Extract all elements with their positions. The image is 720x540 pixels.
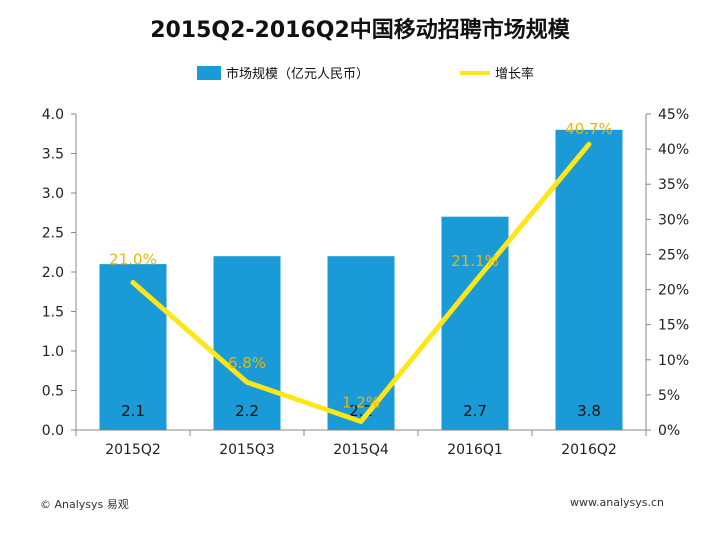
left-tick-label: 0.5 (42, 384, 64, 400)
legend-bar-swatch (197, 66, 221, 80)
growth-value-label: 40.7% (565, 120, 613, 138)
legend-bar-label: 市场规模（亿元人民币） (226, 66, 369, 82)
right-tick-label: 10% (658, 353, 689, 369)
legend-line-label: 增长率 (495, 66, 534, 82)
bar-value-label: 3.8 (577, 402, 601, 420)
x-tick-label: 2015Q2 (105, 442, 161, 458)
growth-value-label: 1.2% (342, 394, 380, 412)
left-tick-label: 3.5 (42, 147, 64, 163)
axes: 0.0 0.5 1.0 1.5 2.0 2.5 3.0 3.5 4.0 0% 5% 10% 15% 20%… (42, 107, 689, 458)
legend: 市场规模（亿元人民币） 增长率 (197, 66, 534, 82)
left-tick-label: 4.0 (42, 107, 64, 123)
bar (99, 264, 167, 430)
left-tick-label: 1.0 (42, 344, 64, 360)
right-tick-label: 25% (658, 247, 689, 263)
growth-value-label: 21.0% (109, 251, 157, 269)
left-tick-label: 2.0 (42, 265, 64, 281)
left-tick-label: 0.0 (42, 423, 64, 439)
footer-copyright: © Analysys 易观 (40, 498, 129, 511)
right-tick-label: 20% (658, 283, 689, 299)
bar (327, 256, 395, 430)
bar (213, 256, 281, 430)
growth-value-label: 6.8% (228, 354, 266, 372)
bar (555, 129, 623, 431)
x-tick-label: 2015Q3 (219, 442, 275, 458)
left-tick-label: 3.0 (42, 186, 64, 202)
x-tick-label: 2015Q4 (333, 442, 389, 458)
right-tick-label: 30% (658, 212, 689, 228)
bar-value-label: 2.2 (235, 402, 259, 420)
right-tick-label: 5% (658, 388, 680, 404)
bar-value-label: 2.7 (463, 402, 487, 420)
right-tick-label: 40% (658, 142, 689, 158)
left-tick-label: 1.5 (42, 305, 64, 321)
growth-line: 21.0% 6.8% 1.2% 21.1% 40.7% (109, 120, 613, 425)
growth-value-label: 21.1% (451, 252, 499, 270)
bar (441, 216, 509, 430)
chart-title: 2015Q2-2016Q2中国移动招聘市场规模 (150, 18, 570, 43)
left-tick-label: 2.5 (42, 226, 64, 242)
footer-url: www.analysys.cn (570, 496, 664, 509)
growth-series-line (130, 141, 592, 425)
bars: 2.1 2.2 2.2 2.7 3.8 (99, 129, 623, 431)
right-tick-label: 15% (658, 318, 689, 334)
right-tick-label: 35% (658, 177, 689, 193)
right-tick-label: 45% (658, 107, 689, 123)
bar-value-label: 2.1 (121, 402, 145, 420)
x-tick-label: 2016Q2 (561, 442, 617, 458)
x-tick-label: 2016Q1 (447, 442, 503, 458)
right-tick-label: 0% (658, 423, 680, 439)
